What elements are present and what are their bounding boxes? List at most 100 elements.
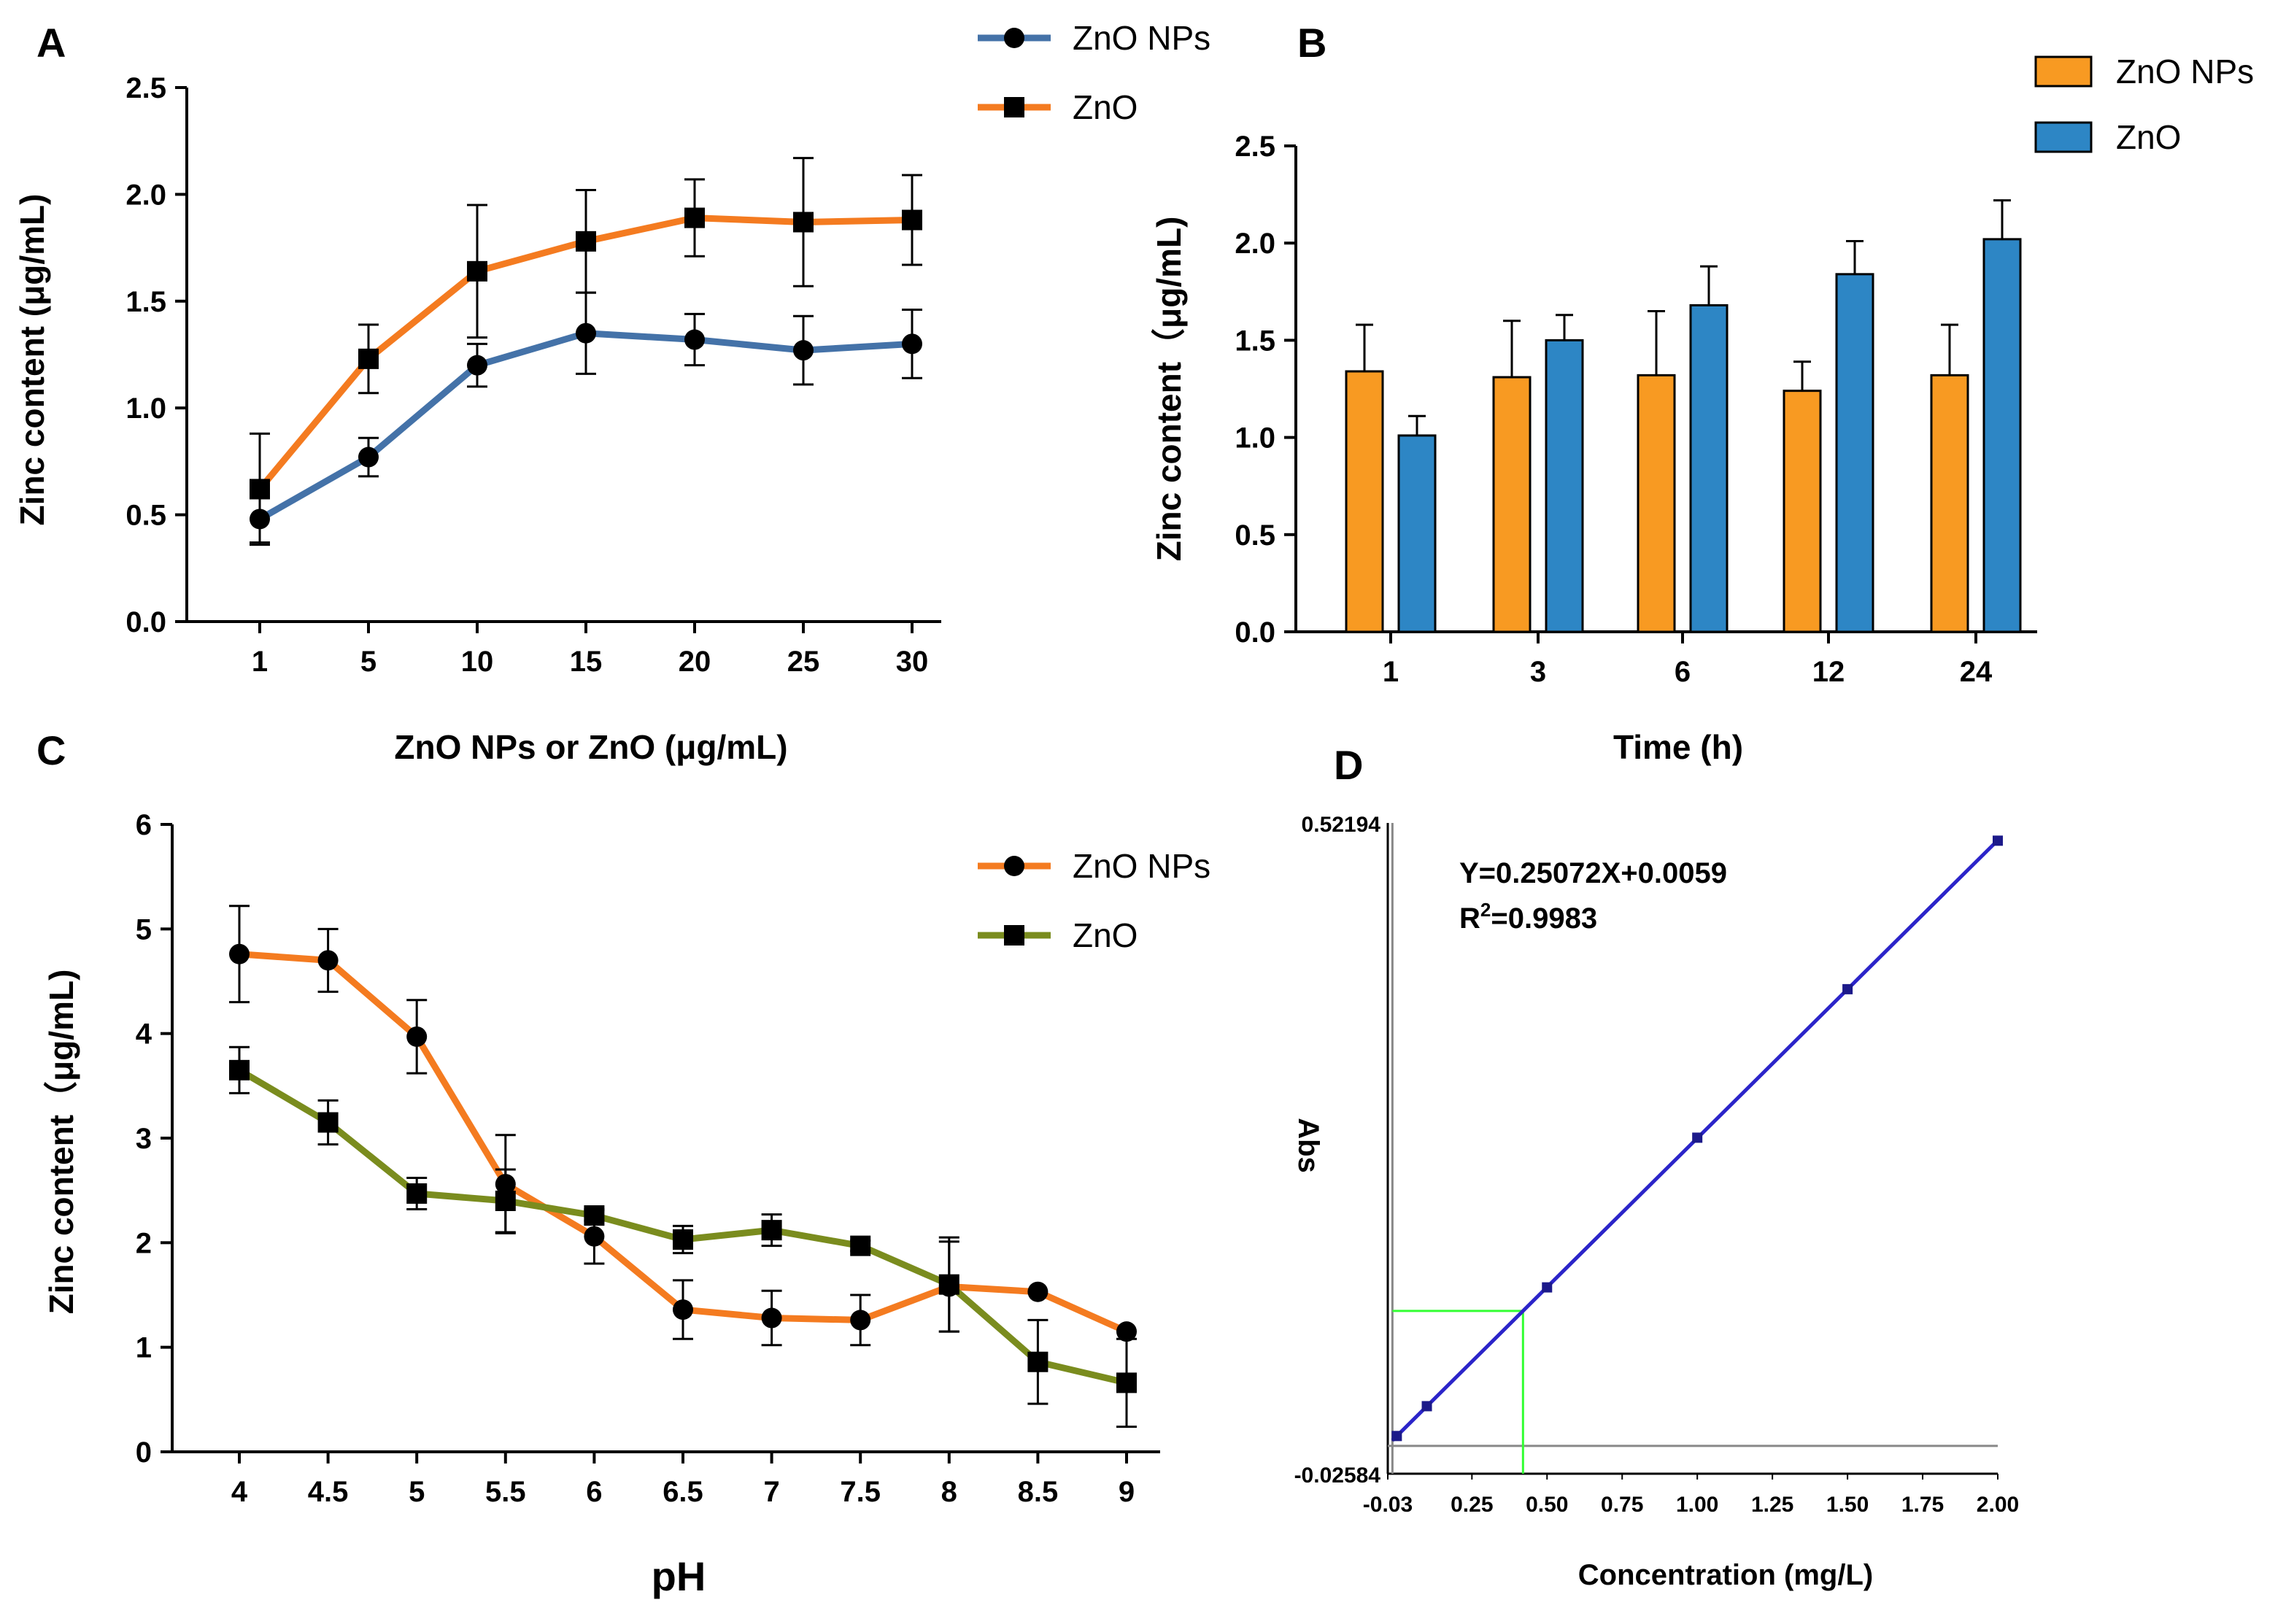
- data-point: [761, 1220, 782, 1241]
- x-tick-label: 5.5: [485, 1476, 526, 1508]
- x-tick-label: 10: [461, 646, 494, 678]
- x-tick-label: 30: [896, 646, 929, 678]
- y-tick-label: 1.0: [125, 393, 166, 425]
- bar-series-zno-nps: [1345, 309, 1969, 633]
- bar: [1982, 238, 2022, 633]
- y-tick-label: -0.02584: [1294, 1463, 1381, 1488]
- data-point: [467, 260, 487, 282]
- y-tick-label: 6: [136, 809, 152, 841]
- panel-d-r-squared: R2=0.9983: [1459, 899, 1597, 935]
- data-point: [850, 1235, 871, 1256]
- legend-label-zno-nps: ZnO NPs: [2116, 53, 2254, 90]
- legend-label-zno: ZnO: [2116, 118, 2181, 156]
- legend-marker-zno-nps: [978, 856, 1051, 876]
- data-point: [250, 479, 270, 500]
- y-tick-label: 0.5: [1235, 519, 1275, 552]
- x-tick-label: 7.5: [840, 1476, 881, 1508]
- x-tick-label: 24: [1960, 656, 1993, 688]
- y-tick-label: 0: [136, 1437, 152, 1469]
- x-tick-label: 1: [252, 646, 268, 678]
- data-point: [850, 1310, 871, 1331]
- y-tick-label: 0.5: [125, 500, 166, 532]
- data-point: [317, 1112, 339, 1133]
- panel-b-x-axis-title: Time (h): [1613, 728, 1743, 766]
- bar: [1492, 376, 1532, 633]
- y-tick-label: 1: [136, 1332, 152, 1364]
- x-tick-label: 1.25: [1751, 1493, 1793, 1517]
- y-tick-label: 1.5: [1235, 325, 1275, 357]
- x-tick-label: 7: [763, 1476, 779, 1508]
- x-tick-label: 2.00: [1977, 1493, 2019, 1517]
- x-tick-label: 4.5: [308, 1476, 349, 1508]
- legend-label-zno-nps: ZnO NPs: [1073, 19, 1210, 57]
- x-tick-label: 8: [941, 1476, 957, 1508]
- x-tick-label: 15: [570, 646, 603, 678]
- data-point: [584, 1205, 605, 1226]
- bar: [1397, 434, 1437, 633]
- data-point: [938, 1274, 959, 1295]
- data-point: [1027, 1281, 1048, 1302]
- panel-c-y-axis-title: Zinc content（μg/mL): [42, 970, 80, 1315]
- x-tick-label: 1.50: [1826, 1493, 1869, 1517]
- data-point: [467, 355, 487, 376]
- panel-c-legend: ZnO NPs ZnO: [978, 847, 1210, 954]
- panel-d-axes: [1386, 823, 1998, 1475]
- x-tick-label: 20: [679, 646, 711, 678]
- data-point: [1116, 1321, 1137, 1342]
- x-tick-label: 4: [231, 1476, 248, 1508]
- panel-c-series: [229, 905, 1137, 1428]
- data-point: [229, 943, 250, 964]
- y-tick-label: 5: [136, 913, 152, 946]
- data-point: [684, 329, 705, 350]
- panel-a-y-axis-title: Zinc content (μg/mL): [13, 194, 51, 526]
- panel-b-y-axis-title: Zinc content（μg/mL): [1150, 217, 1188, 562]
- legend-marker-zno: [978, 925, 1051, 946]
- y-tick-label: 2.0: [1235, 228, 1275, 260]
- data-point: [793, 212, 814, 233]
- x-tick-label: 1.00: [1676, 1493, 1718, 1517]
- data-point: [584, 1226, 605, 1247]
- data-point: [406, 1026, 428, 1047]
- panel-d-x-ticks: -0.03 0.25 0.50 0.75 1.00 1.25 1.50 1.75 2.00: [1363, 1474, 2019, 1517]
- x-tick-label: 0.25: [1451, 1493, 1493, 1517]
- panel-d: D -0.03 0.25 0.50 0.75 1.00 1.25 1.50 1.75 2.00 …: [1292, 742, 2019, 1591]
- bar: [1835, 273, 1874, 633]
- panel-a-x-ticks: 1 5 10 15 20 25 30: [252, 622, 928, 678]
- x-tick-label: 6.5: [663, 1476, 703, 1508]
- x-tick-label: 25: [787, 646, 820, 678]
- data-point: [317, 950, 339, 971]
- data-point: [1692, 1132, 1703, 1143]
- panel-c-x-ticks: 4 4.5 5 5.5 6 6.5 7 7.5 8 8.5 9: [231, 1452, 1135, 1508]
- data-point: [673, 1229, 693, 1250]
- panel-a-legend: ZnO NPs ZnO: [978, 19, 1210, 126]
- panel-letter-c: C: [36, 727, 66, 773]
- panel-b-y-ticks: 0.0 0.5 1.0 1.5 2.0 2.5: [1235, 131, 1296, 649]
- y-tick-label: 0.52194: [1302, 813, 1381, 837]
- bar: [1689, 303, 1729, 633]
- panel-d-x-axis-title: Concentration (mg/L): [1578, 1559, 1873, 1591]
- x-tick-label: 0.75: [1601, 1493, 1643, 1517]
- x-tick-label: -0.03: [1363, 1493, 1413, 1517]
- y-tick-label: 3: [136, 1123, 152, 1155]
- x-tick-label: 8.5: [1018, 1476, 1059, 1508]
- panel-letter-a: A: [36, 20, 66, 66]
- data-point: [358, 446, 379, 468]
- y-tick-label: 1.5: [125, 286, 166, 318]
- legend-label-zno: ZnO: [1073, 916, 1138, 954]
- bar: [1345, 370, 1384, 633]
- x-tick-label: 1: [1383, 656, 1399, 688]
- bar: [1930, 374, 1969, 633]
- data-point: [358, 348, 379, 369]
- y-tick-label: 4: [136, 1018, 152, 1051]
- panel-letter-d: D: [1334, 742, 1363, 788]
- bar-series-zno: [1397, 199, 2022, 633]
- panel-c-x-axis-title: pH: [652, 1553, 706, 1599]
- panel-a: A 0.00.51.01.52.02.5 1 5 10 15 20 25 30 ZnO NP…: [13, 19, 1210, 766]
- panel-c: C 0 1 2 3 4 5 6 4 4.5 5 5.5 6 6.5 7 7.5 8 8.5 9 pH Zinc …: [36, 727, 1210, 1599]
- legend-marker-zno-nps: [978, 28, 1051, 48]
- panel-letter-b: B: [1297, 20, 1326, 66]
- data-point: [1027, 1351, 1048, 1372]
- data-point: [684, 207, 705, 228]
- data-point: [673, 1299, 693, 1321]
- data-point: [576, 231, 596, 252]
